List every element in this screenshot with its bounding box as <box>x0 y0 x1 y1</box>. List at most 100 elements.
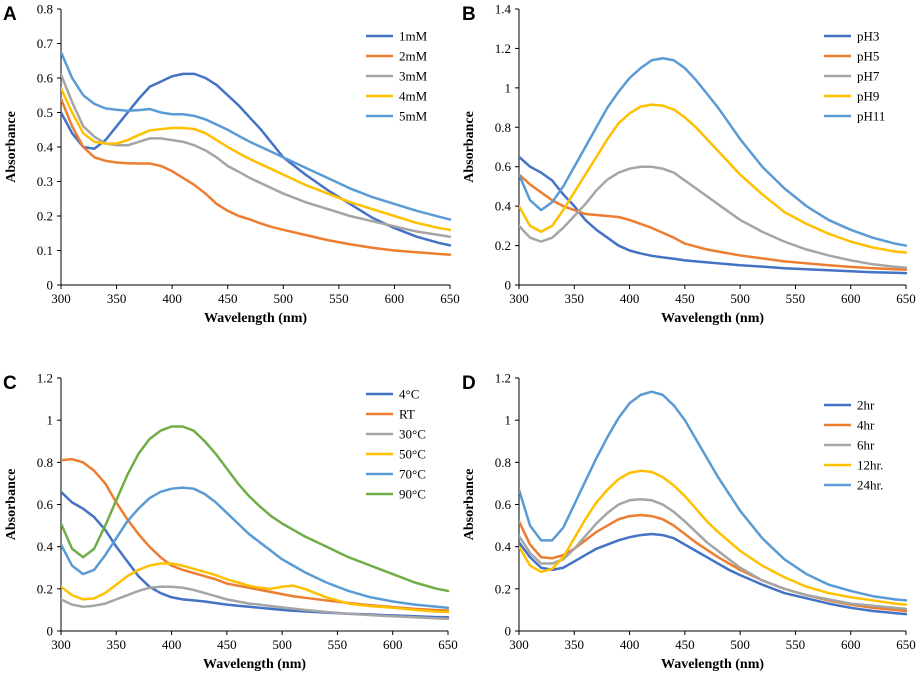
series-line-ph9 <box>519 103 908 254</box>
series-line-24hr <box>519 390 908 602</box>
legend-label: 24hr. <box>857 478 883 493</box>
legend-label: 2mM <box>399 49 428 64</box>
y-axis-title: Absorbance <box>4 111 19 183</box>
x-tick-label: 300 <box>509 637 529 652</box>
x-tick-label: 500 <box>272 637 292 652</box>
x-tick-label: 450 <box>675 291 695 306</box>
y-tick-label: 0 <box>505 278 512 293</box>
y-tick-label: 0.6 <box>37 497 54 512</box>
y-tick-label: 1.4 <box>495 2 512 17</box>
y-tick-label: 0.6 <box>495 159 512 174</box>
y-axis-title: Absorbance <box>4 469 19 541</box>
x-tick-label: 450 <box>218 291 238 306</box>
y-tick-label: 1.2 <box>495 41 511 56</box>
x-tick-label: 300 <box>51 637 71 652</box>
legend-label: RT <box>399 407 415 422</box>
legend-label: 4mM <box>399 89 428 104</box>
legend-label: pH5 <box>857 49 879 64</box>
x-tick-label: 500 <box>274 291 294 306</box>
legend-label: 4°C <box>399 387 419 402</box>
x-tick-label: 400 <box>162 637 182 652</box>
panel-letter: B <box>462 4 476 25</box>
y-tick-label: 1 <box>505 80 512 95</box>
y-tick-label: 1 <box>47 413 54 428</box>
legend-label: 1mM <box>399 29 428 44</box>
series-line-90-c <box>61 425 450 593</box>
legend-label: 70°C <box>399 467 426 482</box>
legend-label: 12hr. <box>857 458 883 473</box>
series-line-6hr <box>519 497 908 611</box>
series-line-1mm <box>61 72 452 247</box>
x-tick-label: 300 <box>509 291 529 306</box>
x-tick-label: 650 <box>896 291 916 306</box>
legend-label: 5mM <box>399 109 428 124</box>
legend-label: pH7 <box>857 69 880 84</box>
y-tick-label: 0.4 <box>37 539 54 554</box>
y-tick-label: 0.2 <box>495 581 511 596</box>
y-axis-title: Absorbance <box>462 469 477 541</box>
y-tick-label: 0.4 <box>495 539 512 554</box>
y-tick-label: 0.8 <box>495 120 511 135</box>
x-tick-label: 400 <box>162 291 182 306</box>
y-tick-label: 0.8 <box>37 2 53 17</box>
x-tick-label: 550 <box>328 637 348 652</box>
x-tick-label: 650 <box>440 291 460 306</box>
panel-letter: C <box>3 373 17 394</box>
series-line-50-c <box>61 562 450 614</box>
x-tick-label: 600 <box>385 291 405 306</box>
series-line-ph3 <box>519 155 908 275</box>
y-tick-label: 0.7 <box>37 36 54 51</box>
legend-label: pH11 <box>857 109 885 124</box>
x-tick-label: 550 <box>786 291 806 306</box>
series-line-ph7 <box>519 165 908 269</box>
y-tick-label: 0.6 <box>37 71 54 86</box>
series-line-3mm <box>61 73 452 238</box>
y-tick-label: 1 <box>505 413 512 428</box>
x-axis-title: Wavelength (nm) <box>203 657 306 672</box>
x-tick-label: 650 <box>896 637 916 652</box>
legend-label: pH3 <box>857 29 879 44</box>
x-tick-label: 550 <box>329 291 349 306</box>
series-line-2mm <box>61 97 452 256</box>
panel-c: C 0 0.2 0.4 0.6 0.8 1 1.2 300 350 400 450 500 550 600 6… <box>3 371 458 673</box>
y-tick-label: 0.8 <box>495 455 511 470</box>
x-tick-label: 450 <box>675 637 695 652</box>
legend-label: 50°C <box>399 447 426 462</box>
y-tick-label: 0.1 <box>37 243 53 258</box>
x-tick-label: 350 <box>107 291 127 306</box>
x-tick-label: 600 <box>841 637 861 652</box>
x-axis-title: Wavelength (nm) <box>204 311 307 326</box>
x-tick-label: 350 <box>565 637 585 652</box>
x-tick-label: 600 <box>841 291 861 306</box>
x-tick-label: 400 <box>620 291 640 306</box>
y-tick-label: 0.4 <box>37 140 54 155</box>
y-tick-label: 0.2 <box>37 209 53 224</box>
panel-letter: D <box>462 373 476 394</box>
y-tick-label: 1.2 <box>495 371 511 386</box>
series-line-ph5 <box>519 173 908 271</box>
x-tick-label: 650 <box>438 637 458 652</box>
x-tick-label: 300 <box>51 291 71 306</box>
legend-label: 3mM <box>399 69 428 84</box>
x-tick-label: 500 <box>730 291 750 306</box>
series-line-4mm <box>61 87 452 232</box>
x-tick-label: 400 <box>620 637 640 652</box>
y-tick-label: 0.3 <box>37 174 53 189</box>
series-line-30-c <box>61 585 450 621</box>
y-axis-title: Absorbance <box>462 111 477 183</box>
panel-letter: A <box>3 4 17 25</box>
x-tick-label: 450 <box>217 637 237 652</box>
y-tick-label: 0 <box>47 278 54 293</box>
y-tick-label: 0.8 <box>37 455 53 470</box>
panel-d: D 0 0.2 0.4 0.6 0.8 1 1.2 300 350 400 450 500 550 600 6… <box>462 371 916 673</box>
series-line-5mm <box>61 50 452 221</box>
panel-a: A 0 0.1 0.2 0.3 0.4 0.5 0.6 0.7 0.8 300 350 400 450 50… <box>3 2 460 327</box>
legend-label: 6hr <box>857 438 875 453</box>
legend-label: 2hr <box>857 398 875 413</box>
y-tick-label: 0.4 <box>495 199 512 214</box>
legend-label: 4hr <box>857 418 875 433</box>
series-line-12hr <box>519 469 908 606</box>
y-tick-label: 0.6 <box>495 497 512 512</box>
series-line-2hr <box>519 532 908 616</box>
